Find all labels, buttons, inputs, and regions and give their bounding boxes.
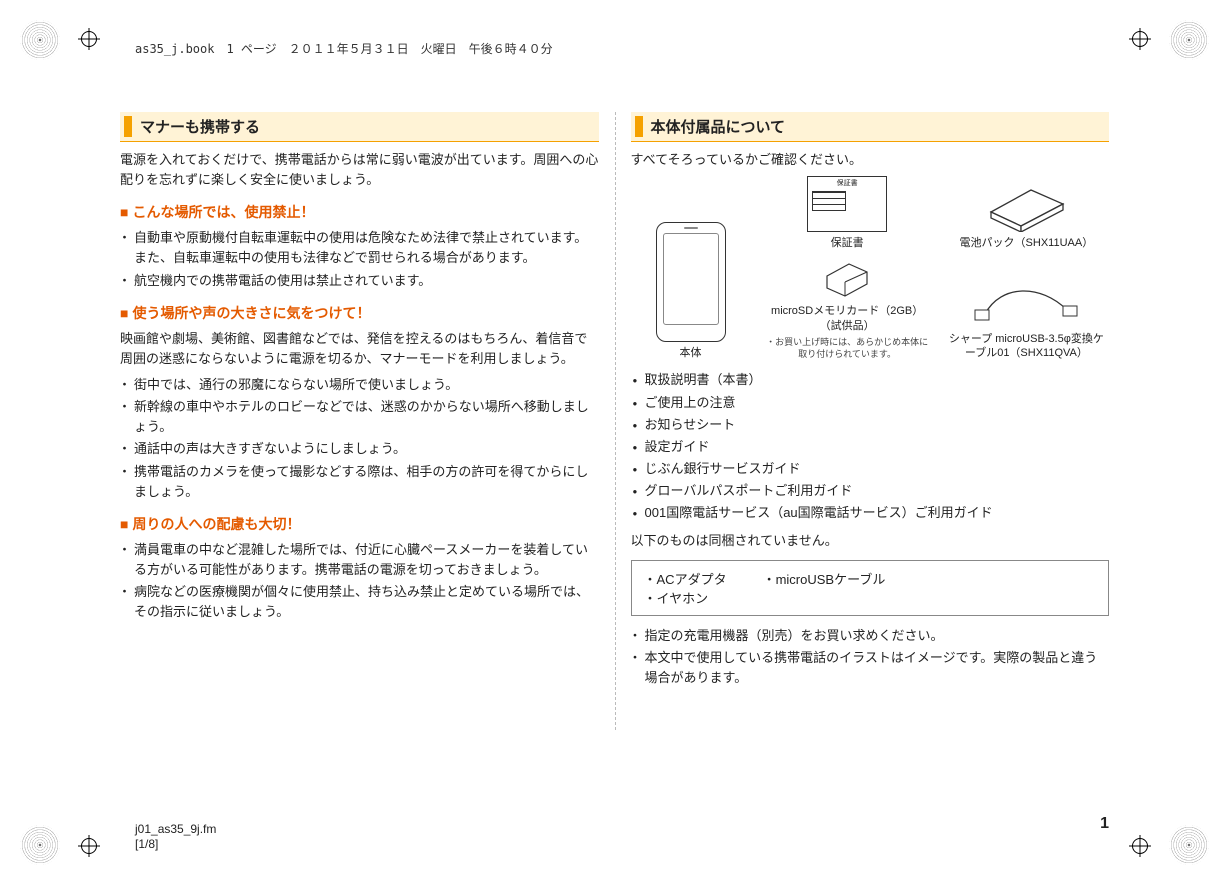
- sub2-list: 街中では、通行の邪魔にならない場所で使いましょう。 新幹線の車中やホテルのロビー…: [120, 375, 599, 502]
- list-item: 街中では、通行の邪魔にならない場所で使いましょう。: [120, 375, 599, 395]
- acc-battery-label: 電池パック（SHX11UAA）: [960, 236, 1094, 250]
- ni-c: イヤホン: [657, 591, 709, 606]
- list-item: ご使用上の注意: [631, 393, 1110, 413]
- left-column: マナーも携帯する 電源を入れておくだけで、携帯電話からは常に弱い電波が出ています…: [120, 112, 599, 690]
- warranty-icon: [807, 176, 887, 232]
- page-number: 1: [1100, 815, 1109, 833]
- doc-list: 取扱説明書（本書） ご使用上の注意 お知らせシート 設定ガイド じぶん銀行サービ…: [631, 370, 1110, 523]
- list-item: グローバルパスポートご利用ガイド: [631, 481, 1110, 501]
- sub3-list: 満員電車の中など混雑した場所では、付近に心臓ペースメーカーを装着している方がいる…: [120, 540, 599, 623]
- not-included-box: ・ACアダプタ ・microUSBケーブル ・イヤホン: [631, 560, 1110, 616]
- footer: j01_as35_9j.fm [1/8]: [135, 822, 216, 853]
- registration-mark-tr: [1169, 20, 1209, 60]
- footer-page: [1/8]: [135, 837, 216, 853]
- sd-icon: [821, 258, 873, 300]
- registration-mark-br: [1169, 825, 1209, 865]
- right-intro: すべてそろっているかご確認ください。: [631, 150, 1110, 170]
- acc-cable-label: シャープ microUSB-3.5φ変換ケーブル01（SHX11QVA）: [944, 332, 1109, 361]
- ni-b: microUSBケーブル: [776, 572, 886, 587]
- not-included-item: ・ACアダプタ: [644, 569, 727, 588]
- list-item: 満員電車の中など混雑した場所では、付近に心臓ペースメーカーを装着している方がいる…: [120, 540, 599, 580]
- file-metadata: as35_j.book 1 ページ ２０１１年５月３１日 火曜日 午後６時４０分: [135, 40, 553, 57]
- sub2-title: ■使う場所や声の大きさに気をつけて！: [120, 303, 599, 323]
- list-item: 取扱説明書（本書）: [631, 370, 1110, 390]
- left-heading: マナーも携帯する: [120, 112, 599, 142]
- sub2-label: 使う場所や声の大きさに気をつけて！: [132, 305, 370, 321]
- ni-a: ACアダプタ: [657, 572, 727, 587]
- acc-warranty-label: 保証書: [831, 236, 864, 250]
- list-item: 本文中で使用している携帯電話のイラストはイメージです。実際の製品と違う場合があり…: [631, 648, 1110, 688]
- right-heading: 本体付属品について: [631, 112, 1110, 142]
- list-item: 001国際電話サービス（au国際電話サービス）ご利用ガイド: [631, 503, 1110, 523]
- list-item: 自動車や原動機付自転車運転中の使用は危険なため法律で禁止されています。また、自転…: [120, 228, 599, 268]
- sub2-intro: 映画館や劇場、美術館、図書館などでは、発信を控えるのはもちろん、着信音で周囲の迷…: [120, 329, 599, 369]
- crop-cross-tr: [1129, 28, 1151, 50]
- list-item: 携帯電話のカメラを使って撮影などする際は、相手の方の許可を得てからにしましょう。: [120, 462, 599, 502]
- phone-icon: [656, 222, 726, 342]
- sub3-title: ■周りの人への配慮も大切！: [120, 514, 599, 534]
- page-content: マナーも携帯する 電源を入れておくだけで、携帯電話からは常に弱い電波が出ています…: [120, 70, 1109, 815]
- sub3-label: 周りの人への配慮も大切！: [132, 516, 300, 532]
- column-divider: [615, 112, 616, 730]
- acc-warranty: 保証書: [765, 176, 930, 250]
- acc-sd: microSDメモリカード（2GB）（試供品） ・お買い上げ時には、あらかじめ本…: [765, 258, 930, 360]
- acc-sd-note: ・お買い上げ時には、あらかじめ本体に取り付けられています。: [765, 337, 930, 360]
- sub1-title: ■こんな場所では、使用禁止！: [120, 202, 599, 222]
- footer-file: j01_as35_9j.fm: [135, 822, 216, 838]
- not-included-lead: 以下のものは同梱されていません。: [631, 531, 1110, 551]
- list-item: 通話中の声は大きすぎないようにしましょう。: [120, 439, 599, 459]
- acc-sd-label: microSDメモリカード（2GB）（試供品）: [765, 304, 930, 333]
- not-included-item: ・microUSBケーブル: [763, 569, 886, 588]
- crop-cross-tl: [78, 28, 100, 50]
- crop-cross-bl: [78, 835, 100, 857]
- list-item: 指定の充電用機器（別売）をお買い求めください。: [631, 626, 1110, 646]
- list-item: 航空機内での携帯電話の使用は禁止されています。: [120, 271, 599, 291]
- list-item: じぶん銀行サービスガイド: [631, 459, 1110, 479]
- list-item: 設定ガイド: [631, 437, 1110, 457]
- right-notes: 指定の充電用機器（別売）をお買い求めください。 本文中で使用している携帯電話のイ…: [631, 626, 1110, 688]
- registration-mark-tl: [20, 20, 60, 60]
- crop-cross-br: [1129, 835, 1151, 857]
- list-item: お知らせシート: [631, 415, 1110, 435]
- acc-phone-label: 本体: [680, 346, 702, 360]
- battery-icon: [981, 182, 1071, 232]
- accessory-grid: 本体 保証書 電池パック（SHX11UAA） microSDメモリカー: [631, 176, 1110, 360]
- registration-mark-bl: [20, 825, 60, 865]
- list-item: 病院などの医療機関が個々に使用禁止、持ち込み禁止と定めている場所では、その指示に…: [120, 582, 599, 622]
- sub1-label: こんな場所では、使用禁止！: [132, 204, 314, 220]
- cable-icon: [971, 274, 1081, 328]
- list-item: 新幹線の車中やホテルのロビーなどでは、迷惑のかからない場所へ移動しましょう。: [120, 397, 599, 437]
- acc-battery: 電池パック（SHX11UAA）: [944, 176, 1109, 250]
- acc-phone: 本体: [631, 176, 751, 360]
- acc-cable: シャープ microUSB-3.5φ変換ケーブル01（SHX11QVA）: [944, 258, 1109, 360]
- not-included-item: ・イヤホン: [644, 588, 709, 607]
- right-column: 本体付属品について すべてそろっているかご確認ください。 本体 保証書 電池パッ…: [631, 112, 1110, 690]
- sub1-list: 自動車や原動機付自転車運転中の使用は危険なため法律で禁止されています。また、自転…: [120, 228, 599, 290]
- left-intro: 電源を入れておくだけで、携帯電話からは常に弱い電波が出ています。周囲への心配りを…: [120, 150, 599, 190]
